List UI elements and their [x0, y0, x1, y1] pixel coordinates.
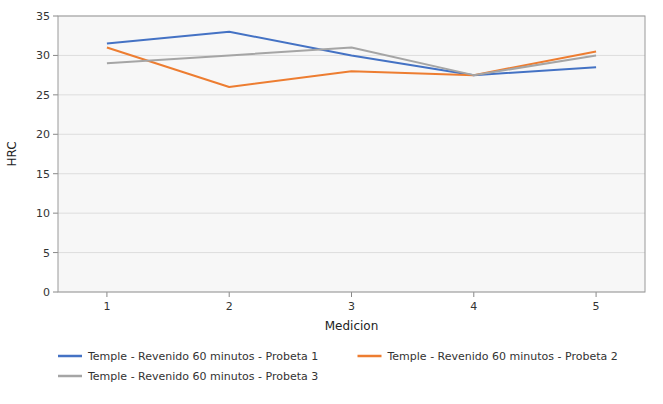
plot-area	[58, 16, 645, 292]
legend-swatch	[58, 355, 82, 358]
grid-line	[58, 252, 645, 253]
series-line	[107, 48, 596, 87]
series-line	[107, 32, 596, 75]
grid-line	[58, 134, 645, 135]
tick-mark	[473, 292, 474, 297]
grid-line	[58, 173, 645, 174]
tick-label: 1	[103, 300, 110, 313]
tick-label: 35	[36, 10, 50, 23]
tick-label: 25	[36, 89, 50, 102]
tick-label: 5	[43, 247, 50, 260]
legend: Temple - Revenido 60 minutos - Probeta 1…	[58, 350, 618, 383]
tick-label: 2	[226, 300, 233, 313]
tick-mark	[229, 292, 230, 297]
tick-label: 0	[43, 286, 50, 299]
series-line	[107, 48, 596, 76]
chart: 0 5 10 15 20 25 30 35 1 2 3 4 5 Medicion HRC Temple - R…	[0, 0, 663, 404]
tick-label: 30	[36, 49, 50, 62]
tick-mark	[53, 173, 58, 174]
tick-mark	[53, 94, 58, 95]
tick-mark	[53, 55, 58, 56]
tick-label: 20	[36, 128, 50, 141]
tick-mark	[53, 292, 58, 293]
tick-mark	[53, 134, 58, 135]
x-axis-label: Medicion	[325, 319, 379, 333]
tick-label: 5	[593, 300, 600, 313]
tick-mark	[53, 213, 58, 214]
legend-label: Temple - Revenido 60 minutos - Probeta 2	[387, 350, 618, 363]
tick-label: 15	[36, 168, 50, 181]
tick-mark	[106, 292, 107, 297]
legend-swatch	[358, 355, 382, 358]
grid-line	[58, 213, 645, 214]
y-axis-label: HRC	[5, 141, 19, 166]
tick-label: 4	[470, 300, 477, 313]
tick-label: 3	[348, 300, 355, 313]
legend-swatch	[58, 375, 82, 378]
series-group	[107, 32, 596, 87]
tick-mark	[596, 292, 597, 297]
plot-frame	[58, 16, 645, 292]
tick-label: 10	[36, 207, 50, 220]
tick-mark	[53, 252, 58, 253]
legend-label: Temple - Revenido 60 minutos - Probeta 1	[87, 350, 318, 363]
tick-mark	[351, 292, 352, 297]
legend-label: Temple - Revenido 60 minutos - Probeta 3	[87, 370, 318, 383]
tick-mark	[53, 16, 58, 17]
grid-line	[58, 94, 645, 95]
